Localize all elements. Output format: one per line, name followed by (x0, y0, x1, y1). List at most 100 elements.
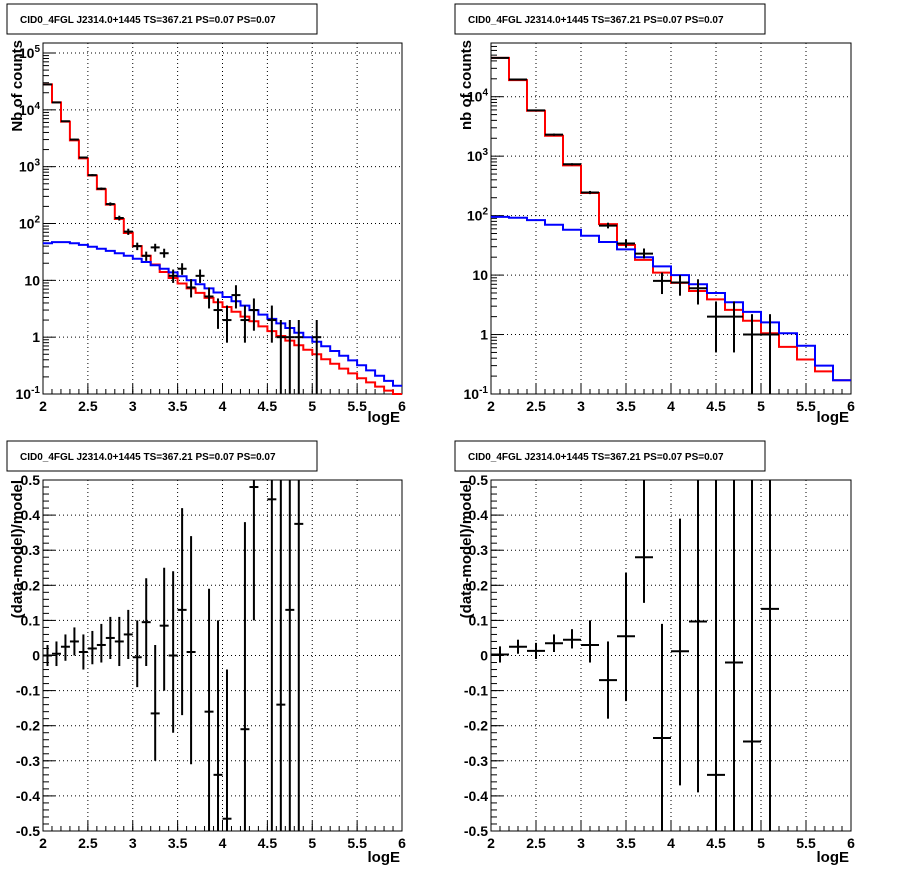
data-point (743, 480, 761, 831)
data-point (69, 138, 79, 141)
data-point (267, 480, 277, 831)
y-tick-label: -0.2 (464, 718, 488, 734)
y-tick-label: 104 (467, 88, 489, 105)
data-point (617, 573, 635, 702)
x-tick-label: 6 (847, 398, 855, 414)
data-point (132, 620, 142, 688)
data-point (276, 480, 286, 831)
y-tick-label: 0.3 (21, 542, 41, 558)
panel-bottom-left: CID0_4FGL J2314.0+1445 TS=367.21 PS=0.07… (6, 440, 406, 866)
series-0-step-line (43, 83, 402, 395)
data-point (491, 56, 509, 59)
data-point (725, 301, 743, 353)
data-point (96, 187, 106, 190)
data-point (204, 588, 214, 831)
x-tick-label: 4 (667, 398, 675, 414)
x-axis-label: logE (817, 849, 850, 866)
data-point (294, 480, 304, 831)
x-tick-label: 6 (398, 398, 406, 414)
data-point (87, 630, 97, 665)
data-point (96, 623, 106, 663)
x-tick-label: 2.5 (526, 835, 546, 851)
y-tick-label: 103 (467, 147, 489, 164)
data-point (87, 174, 97, 177)
data-point (60, 634, 70, 661)
data-point (213, 298, 223, 329)
data-point (671, 275, 689, 296)
data-point (249, 298, 259, 331)
data-point (249, 480, 259, 621)
data-point (186, 536, 196, 765)
y-axis-label: nb of counts (458, 40, 475, 130)
data-point (707, 480, 725, 831)
title-box (454, 3, 766, 35)
y-axis-label: (data-model)/model (9, 480, 26, 618)
data-point (159, 248, 169, 258)
x-tick-label: 2 (39, 398, 47, 414)
x-tick-label: 5.5 (347, 398, 367, 414)
y-tick-label: 102 (467, 207, 489, 224)
x-tick-label: 3 (577, 835, 585, 851)
data-point (78, 156, 88, 159)
panel-bottom-right: CID0_4FGL J2314.0+1445 TS=367.21 PS=0.07… (454, 440, 855, 866)
data-point (707, 301, 725, 353)
data-point (186, 279, 196, 298)
data-point (43, 644, 52, 667)
y-tick-label: 0.4 (469, 507, 489, 523)
data-point (267, 305, 277, 343)
data-point (581, 620, 599, 663)
data-point (105, 202, 115, 206)
x-tick-label: 3.5 (616, 398, 636, 414)
y-tick-label: -0.5 (464, 823, 488, 839)
data-point (177, 263, 187, 275)
data-point (150, 243, 160, 252)
data-point (141, 251, 151, 261)
y-tick-label: -0.4 (16, 788, 40, 804)
x-tick-label: 5 (757, 398, 765, 414)
y-tick-label: 0.4 (21, 507, 41, 523)
data-point (168, 269, 178, 283)
x-tick-label: 5.5 (796, 398, 816, 414)
data-point (240, 305, 250, 343)
data-point (671, 518, 689, 786)
x-tick-label: 2.5 (78, 398, 98, 414)
data-point (114, 215, 124, 221)
data-point (743, 314, 761, 394)
data-point (123, 228, 133, 235)
x-tick-label: 3 (129, 398, 137, 414)
data-point (51, 101, 61, 104)
data-point (509, 639, 527, 654)
chart-title: CID0_4FGL J2314.0+1445 TS=367.21 PS=0.07… (468, 452, 724, 463)
x-tick-label: 5 (308, 398, 316, 414)
x-tick-label: 5.5 (347, 835, 367, 851)
y-tick-label: 0.2 (21, 577, 41, 593)
data-point (761, 480, 779, 831)
data-point (78, 634, 88, 670)
data-point (653, 272, 671, 295)
x-tick-label: 6 (847, 835, 855, 851)
x-tick-label: 4.5 (258, 835, 278, 851)
y-tick-label: -0.1 (464, 683, 488, 699)
x-tick-label: 4.5 (706, 835, 726, 851)
series-1-step-line (491, 215, 851, 382)
y-tick-label: 10-1 (16, 385, 41, 402)
panel-top-left: CID0_4FGL J2314.0+1445 TS=367.21 PS=0.07… (6, 3, 406, 426)
x-tick-label: 2.5 (78, 835, 98, 851)
data-point (60, 120, 70, 123)
y-tick-label: 0.1 (21, 612, 41, 628)
data-point (114, 616, 124, 667)
x-tick-label: 5 (308, 835, 316, 851)
x-tick-label: 2 (487, 398, 495, 414)
data-point (168, 571, 178, 733)
x-tick-label: 5 (757, 835, 765, 851)
chart-title: CID0_4FGL J2314.0+1445 TS=367.21 PS=0.07… (468, 15, 724, 26)
y-tick-label: 0 (480, 648, 488, 664)
data-point (599, 222, 617, 229)
data-point (689, 279, 707, 305)
data-point (491, 646, 509, 663)
x-tick-label: 3.5 (168, 835, 188, 851)
x-tick-label: 5.5 (796, 835, 816, 851)
data-point (69, 627, 79, 656)
title-box (6, 440, 318, 472)
data-point (240, 522, 250, 831)
